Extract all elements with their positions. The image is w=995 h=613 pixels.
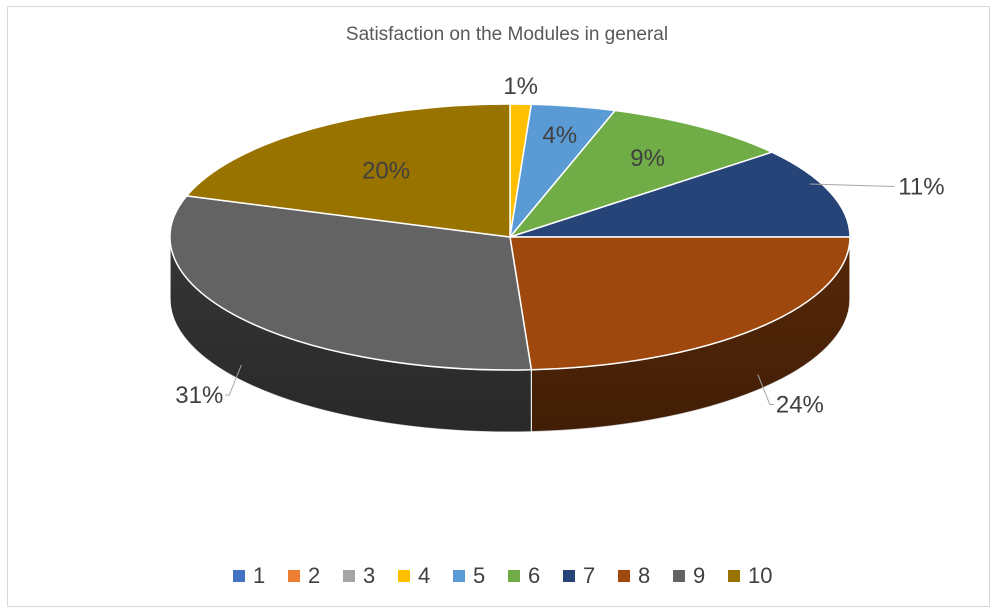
legend-label-3: 3 <box>363 563 375 588</box>
legend-label-1: 1 <box>253 563 265 588</box>
legend-swatch-8 <box>618 570 630 582</box>
legend-swatch-3 <box>343 570 355 582</box>
leader-line-9 <box>225 364 242 396</box>
legend-label-9: 9 <box>693 563 705 588</box>
data-label-6: 9% <box>630 145 665 172</box>
legend-label-5: 5 <box>473 563 485 588</box>
legend-swatch-2 <box>288 570 300 582</box>
pie-labels: 1%4% 9% 11% 24% 31% 20% <box>175 73 944 418</box>
data-label-4: 1% <box>503 73 538 100</box>
legend-label-7: 7 <box>583 563 595 588</box>
leader-line-7 <box>809 183 895 188</box>
legend-swatch-4 <box>398 570 410 582</box>
pie-slice-8 <box>509 236 851 371</box>
legend-label-4: 4 <box>418 563 430 588</box>
legend-swatch-10 <box>728 570 740 582</box>
legend-swatch-5 <box>453 570 465 582</box>
pie-leaders <box>225 183 895 406</box>
legend-label-2: 2 <box>308 563 320 588</box>
legend-swatch-6 <box>508 570 520 582</box>
legend-label-6: 6 <box>528 563 540 588</box>
pie-slice-7 <box>509 151 851 238</box>
legend-swatch-1 <box>233 570 245 582</box>
pie-top <box>169 103 851 371</box>
data-label-7: 11% <box>898 174 944 201</box>
chart-title: Satisfaction on the Modules in general <box>346 24 668 45</box>
pie-side-shade-8 <box>531 237 850 432</box>
legend: 1 2 3 4 5 6 7 8 9 10 <box>233 563 772 588</box>
legend-label-10: 10 <box>748 563 772 588</box>
pie-slice-6 <box>507 109 775 239</box>
data-label-9: 31% <box>175 382 223 409</box>
legend-label-8: 8 <box>638 563 650 588</box>
pie-side-shade-9 <box>170 237 532 432</box>
legend-swatch-9 <box>673 570 685 582</box>
legend-swatch-7 <box>563 570 575 582</box>
data-label-8: 24% <box>776 392 824 419</box>
pie-slice-9 <box>169 195 533 371</box>
pie-slice-10 <box>185 103 511 238</box>
data-label-5: 4% <box>542 122 577 149</box>
leader-line-8 <box>757 374 774 406</box>
data-label-10: 20% <box>362 157 410 184</box>
